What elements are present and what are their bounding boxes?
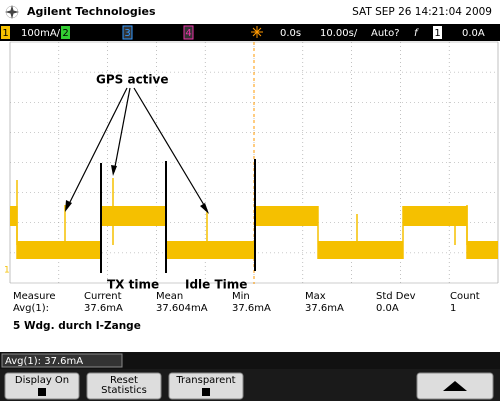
softkey-bg[interactable] xyxy=(4,372,80,400)
datetime: SAT SEP 26 14:21:04 2009 xyxy=(352,6,492,18)
ch3-label: 3 xyxy=(124,28,130,39)
probe-note: 5 Wdg. durch I-Zange xyxy=(13,320,141,332)
time-delay: 0.0s xyxy=(280,28,301,39)
meas-value: Avg(1): xyxy=(13,303,49,314)
logo-icon xyxy=(5,5,19,19)
annotation: Idle Time xyxy=(185,278,247,292)
arrow-heads xyxy=(65,165,209,214)
annotation: TX time xyxy=(107,278,159,292)
wave-band xyxy=(403,206,467,226)
meas-header: Mean xyxy=(156,291,183,302)
wave-band xyxy=(318,241,403,259)
readout-box xyxy=(1,353,123,368)
ch3-box xyxy=(122,25,133,40)
trig-src: 1 xyxy=(434,28,440,39)
meas-value: 37.6mA xyxy=(84,303,123,314)
up-button[interactable] xyxy=(416,372,494,400)
time-scale: 10.00s/ xyxy=(320,28,358,39)
ch1-box xyxy=(1,26,10,39)
annotation: GPS active xyxy=(96,73,169,87)
trig-level: 0.0A xyxy=(462,28,485,39)
meas-value: 37.6mA xyxy=(232,303,271,314)
trigger-mode: Auto? xyxy=(371,28,400,39)
meas-header: Current xyxy=(84,291,122,302)
meas-value: 0.0A xyxy=(376,303,399,314)
wave-band xyxy=(467,241,498,259)
wave-band xyxy=(255,206,318,226)
up-arrow xyxy=(443,381,467,391)
meas-value: 37.6mA xyxy=(305,303,344,314)
softkey-label: Reset xyxy=(110,375,138,386)
meas-header: Max xyxy=(305,291,326,302)
readout: Avg(1): 37.6mA xyxy=(5,356,83,367)
softkey-indicator xyxy=(202,388,210,396)
meas-value: 1 xyxy=(450,303,456,314)
trigger-icon xyxy=(251,26,263,38)
wave-band xyxy=(17,241,101,259)
wave-band xyxy=(166,241,255,259)
measurements: MeasureAvg(1):Current37.6mAMean37.604mAM… xyxy=(13,291,480,314)
softkey[interactable]: Transparent xyxy=(168,372,244,400)
ch2-label: 2 xyxy=(62,28,68,39)
meas-value: 37.604mA xyxy=(156,303,208,314)
marker-lines xyxy=(100,159,256,273)
arrows xyxy=(66,87,208,211)
brand: Agilent Technologies xyxy=(27,5,156,18)
ch1-label: 1 xyxy=(2,28,8,39)
waveform xyxy=(10,178,498,259)
ground-marker: 1 xyxy=(4,266,10,276)
ch1-scale: 100mA/ xyxy=(21,28,61,39)
meas-header: Std Dev xyxy=(376,291,416,302)
softkey-bg[interactable] xyxy=(168,372,244,400)
softkey-label: Statistics xyxy=(101,385,147,396)
wave-band xyxy=(101,206,166,226)
meas-header: Count xyxy=(450,291,480,302)
softkey-label: Display On xyxy=(15,375,69,386)
ch4-box xyxy=(183,25,194,40)
softkey-indicator xyxy=(38,388,46,396)
meas-header: Min xyxy=(232,291,250,302)
status-bar xyxy=(0,24,500,41)
readout-strip xyxy=(0,352,500,369)
softkey-bg[interactable] xyxy=(86,372,162,400)
softkey-label: Transparent xyxy=(175,375,235,386)
trigger-slope: f xyxy=(414,28,419,39)
header xyxy=(0,0,500,23)
ch4-label: 4 xyxy=(185,28,191,39)
ch2-box xyxy=(61,26,70,39)
wave-band xyxy=(10,206,17,226)
meas-header: Measure xyxy=(13,291,56,302)
softkey[interactable]: Display On xyxy=(4,372,80,400)
trig-src-box xyxy=(433,26,442,39)
